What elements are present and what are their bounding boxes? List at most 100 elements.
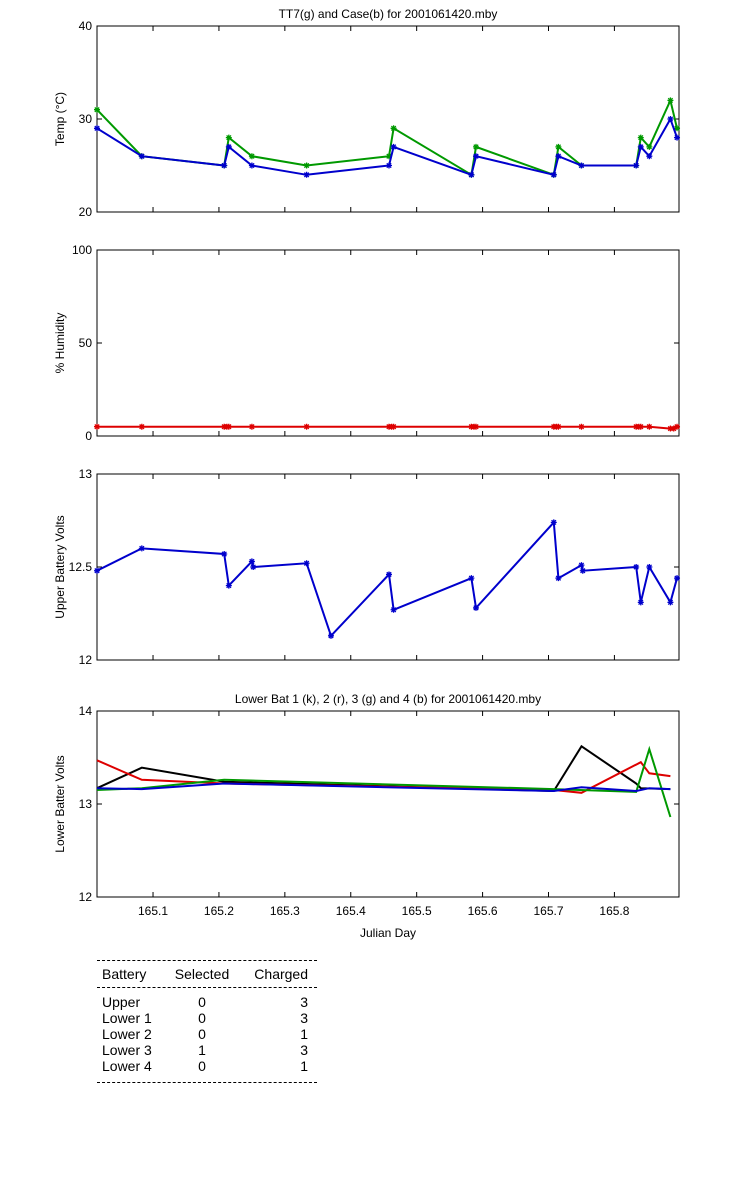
- humidity-ylabel: % Humidity: [53, 313, 67, 374]
- humidity-humidity-point: [578, 423, 585, 430]
- table-row: Upper 0 3: [97, 994, 317, 1010]
- temp-ytick-label: 40: [79, 19, 93, 33]
- cell-battery: Lower 4: [102, 1058, 152, 1074]
- lower-ylabel: Lower Batter Volts: [53, 755, 67, 852]
- cell-selected: 1: [198, 1042, 206, 1058]
- header-charged: Charged: [254, 966, 308, 982]
- temp-case-point: [138, 153, 145, 160]
- humidity-humidity-point: [248, 423, 255, 430]
- lower-xtick-label: 165.6: [468, 904, 498, 918]
- lower-plot-frame: [96, 710, 680, 898]
- humidity-humidity-point: [472, 423, 479, 430]
- table-top-rule: [97, 960, 317, 961]
- temp-case-point: [385, 162, 392, 169]
- humidity-humidity-point: [225, 423, 232, 430]
- upper-upper-point: [385, 571, 392, 578]
- upper-upper-point: [248, 558, 255, 565]
- cell-selected: 0: [198, 1058, 206, 1074]
- upper-ytick-label: 12.5: [69, 560, 93, 574]
- humidity-humidity-point: [667, 425, 674, 432]
- lower-xlabel: Julian Day: [360, 926, 416, 940]
- temp-tt7-point: [303, 162, 310, 169]
- cell-charged: 1: [300, 1026, 308, 1042]
- temp-case-point: [94, 125, 100, 132]
- temp-tt7-point: [385, 153, 392, 160]
- upper-upper-point: [674, 575, 681, 582]
- temp-tt7-point: [472, 143, 479, 150]
- cell-charged: 3: [300, 1042, 308, 1058]
- upper-upper-point: [646, 564, 653, 570]
- table-header-row: Battery Selected Charged: [97, 961, 317, 987]
- humidity-humidity-point: [390, 423, 397, 430]
- lower-lower-bat-1-line: [96, 744, 671, 793]
- upper-upper-point: [633, 564, 640, 570]
- temp-case-point: [637, 143, 644, 150]
- upper-upper-point: [637, 599, 644, 606]
- upper-ylabel: Upper Battery Volts: [53, 515, 67, 618]
- humidity-humidity-point: [303, 423, 310, 430]
- cell-selected: 0: [198, 994, 206, 1010]
- cell-battery: Lower 3: [102, 1042, 152, 1058]
- upper-upper-point: [468, 575, 475, 582]
- lower-lower-bat-4-line: [96, 782, 671, 793]
- table-row: Lower 2 0 1: [97, 1026, 317, 1042]
- temp-case-point: [390, 143, 397, 150]
- cell-selected: 0: [198, 1026, 206, 1042]
- table-row: Lower 3 1 3: [97, 1042, 317, 1058]
- humidity-humidity-point: [138, 423, 145, 430]
- lower-xtick-label: 165.7: [533, 904, 563, 918]
- upper-upper-point: [555, 575, 562, 582]
- upper-ytick-label: 13: [79, 467, 93, 481]
- humidity-plot-frame: [96, 249, 680, 437]
- upper-upper-point: [579, 567, 586, 574]
- temp-case-point: [550, 171, 557, 178]
- upper-plot-frame: [96, 473, 680, 661]
- table-row: Lower 4 0 1: [97, 1058, 317, 1074]
- upper-upper-point: [667, 599, 674, 606]
- cell-charged: 3: [300, 1010, 308, 1026]
- temp-case-point: [468, 171, 475, 178]
- upper-upper-point: [390, 606, 397, 613]
- temp-case-point: [472, 153, 479, 160]
- header-battery: Battery: [102, 966, 147, 982]
- temp-ytick-label: 30: [79, 112, 93, 126]
- lower-ytick-label: 12: [79, 890, 93, 904]
- upper-upper-point: [94, 567, 100, 574]
- upper-upper-point: [138, 545, 145, 552]
- temp-case-point: [221, 162, 228, 169]
- cell-battery: Upper: [102, 994, 141, 1010]
- cell-battery: Lower 1: [102, 1010, 152, 1026]
- temp-case-point: [303, 171, 310, 178]
- upper-upper-point: [250, 564, 257, 570]
- temp-tt7-point: [94, 106, 100, 113]
- charts-canvas: 20 30 40 TT7(g) and Case(b) for 2001061420.…: [53, 7, 681, 940]
- humidity-humidity-point: [670, 425, 677, 432]
- lower-xtick-label: 165.2: [204, 904, 234, 918]
- cell-selected: 0: [198, 1010, 206, 1026]
- cell-battery: Lower 2: [102, 1026, 152, 1042]
- temp-tt7-point: [248, 153, 255, 160]
- humidity-humidity-point: [646, 423, 653, 430]
- upper-upper-point: [327, 632, 334, 639]
- cell-charged: 1: [300, 1058, 308, 1074]
- temp-case-point: [674, 134, 681, 141]
- lower-xtick-label: 165.1: [138, 904, 168, 918]
- humidity-humidity-point: [555, 423, 562, 430]
- temp-tt7-point: [646, 143, 653, 150]
- lower-xtick-label: 165.3: [270, 904, 300, 918]
- upper-upper-point: [221, 550, 228, 557]
- temp-case-point: [578, 162, 585, 169]
- lower-lower-bat-2-line: [96, 759, 671, 794]
- humidity-ytick-label: 50: [79, 336, 93, 350]
- temp-tt7-point: [667, 97, 674, 104]
- lower-ytick-label: 14: [79, 704, 93, 718]
- table-bottom-rule: [97, 1082, 317, 1083]
- temp-case-point: [225, 143, 232, 150]
- temp-case-point: [248, 162, 255, 169]
- temp-tt7-point: [225, 134, 232, 141]
- temp-case-point: [633, 162, 640, 169]
- temp-tt7-point: [637, 134, 644, 141]
- table-row: Lower 1 0 3: [97, 1010, 317, 1026]
- lower-ytick-label: 13: [79, 797, 93, 811]
- lower-xtick-label: 165.4: [336, 904, 366, 918]
